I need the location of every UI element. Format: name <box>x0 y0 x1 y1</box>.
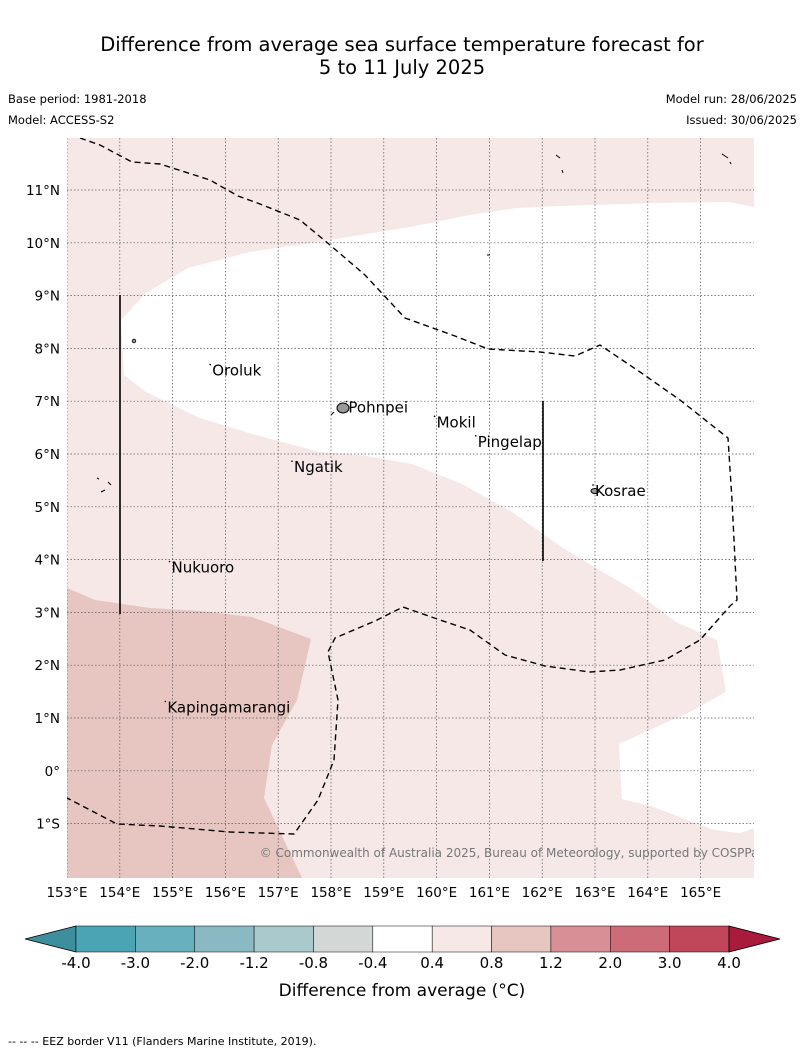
place-label: Kapingamarangi <box>167 698 290 716</box>
colorbar-segment <box>372 925 433 953</box>
colorbar-tick-label: -3.0 <box>121 954 150 972</box>
atoll-mark-west <box>96 477 112 493</box>
lon-tick-label: 158°E <box>310 885 351 901</box>
gridlines <box>67 138 754 878</box>
colorbar-segment <box>491 925 552 953</box>
lon-tick-label: 160°E <box>416 885 457 901</box>
colorbar-segment <box>194 925 255 953</box>
title-line-2: 5 to 11 July 2025 <box>318 56 486 79</box>
kosrae-island <box>590 488 600 494</box>
latitude-labels: 11°N 10°N 9°N 8°N 7°N 6°N 5°N 4°N 3°N 2°N 1°N 0° 1°S <box>26 183 60 833</box>
lat-tick-label: 2°N <box>35 658 60 674</box>
colorbar-segment <box>313 925 374 953</box>
lon-tick-label: 164°E <box>627 885 668 901</box>
colorbar-tick-label: 0.8 <box>480 954 504 972</box>
pohnpei-island <box>336 402 350 414</box>
title-line-1: Difference from average sea surface temp… <box>100 33 704 56</box>
colorbar-tick-label: -2.0 <box>180 954 209 972</box>
colorbar-title: Difference from average (°C) <box>278 981 526 1001</box>
place-marker <box>209 363 211 366</box>
lon-tick-label: 154°E <box>99 885 140 901</box>
colorbar-tick-label: -0.8 <box>299 954 328 972</box>
place-label: Ngatik <box>294 458 343 476</box>
colorbar-segment <box>669 925 730 953</box>
anomaly-region-0.8-1.2 <box>67 588 311 878</box>
colorbar-tick-label: -4.0 <box>61 954 90 972</box>
lon-tick-label: 161°E <box>469 885 510 901</box>
lat-tick-label: 5°N <box>35 500 60 516</box>
place-label: Oroluk <box>212 362 261 380</box>
colorbar-tick-label: -0.4 <box>358 954 387 972</box>
colorbar-tick-label: 1.2 <box>539 954 563 972</box>
lat-tick-label: 9°N <box>35 289 60 305</box>
colorbar-tick-label: 3.0 <box>658 954 682 972</box>
place-label: Pohnpei <box>348 399 408 417</box>
colorbar-segment <box>550 925 611 953</box>
issued-date: Issued: 30/06/2025 <box>686 113 797 127</box>
lon-tick-label: 165°E <box>680 885 721 901</box>
place-marker <box>164 700 167 703</box>
lon-tick-label: 157°E <box>258 885 299 901</box>
lat-tick-label: 10°N <box>26 236 60 252</box>
lon-tick-label: 163°E <box>574 885 615 901</box>
colorbar-segment <box>75 925 136 953</box>
lat-tick-label: 6°N <box>35 447 60 463</box>
colorbar-extend-high <box>728 925 781 953</box>
lon-tick-label: 156°E <box>205 885 246 901</box>
place-label: Mokil <box>437 413 476 431</box>
lat-tick-label: 4°N <box>35 553 60 569</box>
lon-tick-label: 159°E <box>363 885 404 901</box>
base-period: Base period: 1981-2018 <box>8 92 147 106</box>
near-average-region-south <box>619 690 754 833</box>
lat-tick-label: 1°N <box>35 711 60 727</box>
atoll-mark-north <box>555 154 564 174</box>
lat-tick-label: 3°N <box>35 605 60 621</box>
place-marker <box>474 435 477 437</box>
colorbar-tick-label: 2.0 <box>598 954 622 972</box>
lon-tick-label: 155°E <box>152 885 193 901</box>
place-marker <box>592 484 594 486</box>
lat-tick-label: 0° <box>45 764 60 780</box>
model-name: Model: ACCESS-S2 <box>8 113 115 127</box>
colorbar-extend-low <box>24 925 77 953</box>
longitude-labels: 153°E 154°E 155°E 156°E 157°E 158°E 159°E 160°E… <box>46 885 721 901</box>
place-marker <box>345 400 348 403</box>
lon-tick-label: 162°E <box>522 885 563 901</box>
lat-tick-label: 8°N <box>35 341 60 357</box>
colorbar-segment <box>431 925 492 953</box>
eez-footnote: -- -- -- EEZ border V11 (Flanders Marine… <box>8 1035 317 1048</box>
place-marker <box>168 560 171 563</box>
place-label: Kosrae <box>595 482 646 500</box>
atoll-mark <box>330 411 335 416</box>
colorbar-segment <box>253 925 314 953</box>
colorbar-segment <box>610 925 670 953</box>
lon-tick-label: 153°E <box>46 885 87 901</box>
near-average-region <box>121 202 754 878</box>
small-atoll <box>131 338 137 344</box>
colorbar-segment <box>135 925 195 953</box>
copyright-notice: © Commonwealth of Australia 2025, Bureau… <box>260 846 765 860</box>
place-marker <box>291 460 293 463</box>
place-label: Pingelap <box>478 433 542 451</box>
model-run: Model run: 28/06/2025 <box>665 92 797 106</box>
lat-tick-label: 1°S <box>36 817 60 833</box>
lat-tick-label: 11°N <box>26 183 60 199</box>
eez-borders <box>67 138 738 835</box>
colorbar: -4.0 -3.0 -2.0 -1.2 -0.8 -0.4 0.4 0.8 1.2 2.0 3.0 4… <box>24 925 781 972</box>
colorbar-tick-label: -1.2 <box>239 954 268 972</box>
place-label: Nukuoro <box>172 559 235 577</box>
colorbar-tick-label: 4.0 <box>717 954 741 972</box>
islands <box>96 153 732 494</box>
place-marker <box>433 415 436 418</box>
lat-tick-label: 7°N <box>35 394 60 410</box>
atoll-mark-northeast <box>721 153 732 165</box>
colorbar-tick-label: 0.4 <box>420 954 444 972</box>
